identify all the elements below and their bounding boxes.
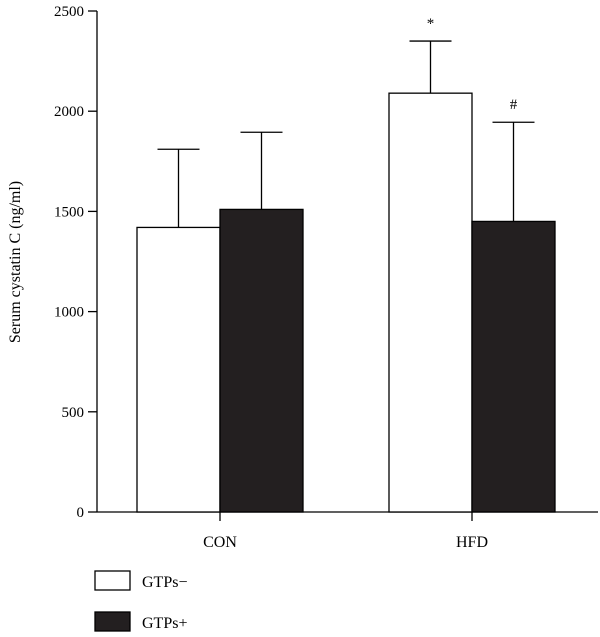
y-tick-label: 2500 bbox=[54, 4, 84, 20]
bars: *# bbox=[136, 16, 556, 513]
x-tick-label: HFD bbox=[456, 534, 488, 551]
bar-hfd-gtps-minus bbox=[388, 92, 473, 513]
significance-marker: * bbox=[427, 16, 435, 32]
y-axis: 0 500 1000 1500 2000 2500 bbox=[54, 4, 98, 521]
y-axis-label: Serum cystatin C (ng/ml) bbox=[7, 181, 24, 343]
y-tick-label: 1000 bbox=[54, 305, 84, 321]
significance-marker: # bbox=[510, 97, 518, 113]
y-tick-label: 1500 bbox=[54, 204, 84, 220]
legend-label: GTPs+ bbox=[142, 615, 187, 632]
legend-swatch bbox=[94, 570, 131, 591]
legend-swatch bbox=[94, 611, 131, 632]
x-axis: CON HFD bbox=[97, 511, 598, 551]
legend: GTPs− GTPs+ bbox=[94, 570, 187, 632]
x-tick-label: CON bbox=[203, 534, 237, 551]
y-tick-label: 500 bbox=[62, 405, 85, 421]
y-tick-label: 2000 bbox=[54, 104, 84, 120]
legend-label: GTPs− bbox=[142, 574, 187, 591]
y-tick-label: 0 bbox=[77, 505, 85, 521]
bar-con-gtps-minus bbox=[136, 226, 221, 513]
bar-hfd-gtps-plus bbox=[471, 220, 556, 513]
bar-con-gtps-plus bbox=[219, 208, 304, 513]
